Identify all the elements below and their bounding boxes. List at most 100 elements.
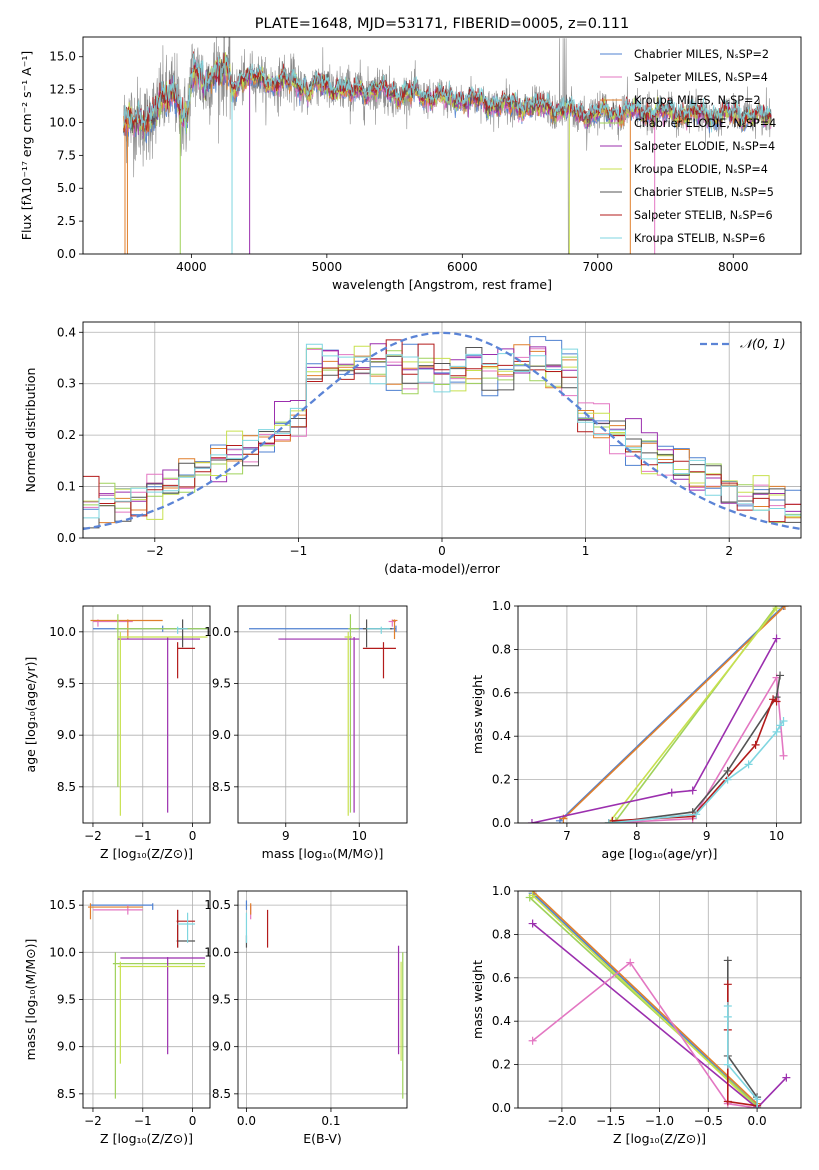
mass-weight-marker-krou_stelib <box>723 1012 732 1021</box>
y-tick-label: 8.5 <box>57 780 76 794</box>
plot-area <box>123 37 772 254</box>
histogram-chab_stelib <box>83 347 801 529</box>
legend-label: Salpeter STELIB, NₛSP=6 <box>634 209 773 222</box>
axes-frame <box>82 890 211 1109</box>
y-axis-label: mass weight <box>470 960 485 1039</box>
axes-spectrum: 4000 5000 6000 7000 8000 0.0 2.5 5.0 7.5 10.0 12.5… <box>19 16 802 292</box>
x-tick-label: −2 <box>146 544 164 558</box>
normal-curve <box>83 331 801 531</box>
x-axis-label: E(B-V) <box>303 1131 342 1146</box>
axes-mass_Z: −2 −1 0 8.5 9.0 9.5 10.0 10.5 Z [log₁₀(Z/Z⊙)] mas… <box>23 890 211 1146</box>
y-tick-label: 9.5 <box>57 677 76 691</box>
mass-weight-marker-chab_stelib <box>776 671 785 680</box>
mass-weight-marker-salp_miles <box>779 751 788 760</box>
y-axis-label: age [log₁₀(age/yr)] <box>23 657 38 773</box>
y-tick-label: 9.0 <box>212 728 231 742</box>
mass-weight-marker-krou_stelib <box>604 819 613 823</box>
x-tick-label: 8 <box>633 829 641 843</box>
mass-weight-marker-salp_stelib <box>608 816 617 823</box>
mass-weight-marker-chab_stelib <box>723 766 732 775</box>
y-tick-label: 0.8 <box>492 927 511 941</box>
plot-area <box>87 903 206 1099</box>
mass-weight-line-chab_miles <box>532 892 758 1107</box>
legend: Chabrier MILES, NₛSP=2 Salpeter MILES, Nₛ… <box>600 48 776 245</box>
mass-weight-marker-salp_stelib <box>723 1097 732 1106</box>
x-tick-label: 5000 <box>312 260 343 274</box>
x-tick-label: 2 <box>725 544 733 558</box>
mass-weight-marker-salp_stelib <box>772 697 781 706</box>
x-tick-label: −2 <box>84 829 102 843</box>
mass-weight-marker-salp_elodie <box>527 819 536 823</box>
mass-weight-marker-salp_miles <box>528 1036 537 1045</box>
mass-weight-marker-chab_miles <box>779 606 788 610</box>
y-axis-label: mass weight <box>470 675 485 754</box>
y-tick-label: 9.5 <box>212 677 231 691</box>
x-tick-label: 0.0 <box>237 1114 256 1128</box>
x-axis-label: Z [log₁₀(Z/Z⊙)] <box>613 1131 706 1146</box>
x-tick-label: 0.1 <box>321 1114 340 1128</box>
x-tick-label: 1 <box>582 544 590 558</box>
mass-weight-line-chab_stelib <box>727 960 758 1108</box>
axes-residuals: −2 −1 0 1 2 0.0 0.1 0.2 0.3 0.4 (data-model)/error… <box>23 321 802 576</box>
legend-label: Kroupa ELODIE, NₛSP=4 <box>634 163 768 176</box>
histogram-chab_elodie <box>83 347 801 523</box>
plot-area <box>525 891 791 1108</box>
y-axis-label: Normed distribution <box>23 368 38 493</box>
model-spectrum-krou_stelib <box>123 53 772 133</box>
mass-weight-marker-krou_stelib <box>779 717 788 726</box>
y-tick-label: 0.2 <box>492 773 511 787</box>
histogram-krou_elodie <box>83 345 801 520</box>
mass-weight-line-salp_miles <box>532 961 758 1108</box>
y-tick-label: 10.5 <box>204 898 231 912</box>
legend-label: Kroupa STELIB, NₛSP=6 <box>634 232 765 245</box>
x-tick-label: 10 <box>352 829 367 843</box>
y-tick-label: 10.0 <box>49 945 76 959</box>
mass-weight-marker-salp_stelib <box>751 740 760 749</box>
mass-weight-marker-krou_elodie <box>772 606 781 613</box>
mass-weight-marker-krou_stelib <box>753 1104 762 1108</box>
mass-weight-marker-krou_miles <box>780 606 789 610</box>
x-tick-label: −1 <box>134 829 152 843</box>
y-tick-label: 10.5 <box>49 898 76 912</box>
mass-weight-marker-salp_elodie <box>667 788 676 797</box>
axes-age_Z: −2 −1 0 8.5 9.0 9.5 10.0 Z [log₁₀(Z/Z⊙)] age [lo… <box>23 605 211 861</box>
legend-label: Chabrier ELODIE, NₛSP=4 <box>634 117 776 130</box>
y-tick-label: 15.0 <box>49 50 76 64</box>
mass-weight-line-salp_miles <box>608 675 785 823</box>
y-tick-label: 10.0 <box>49 625 76 639</box>
y-tick-label: 9.0 <box>57 728 76 742</box>
axes-frame <box>237 605 408 824</box>
x-tick-label: −1 <box>134 1114 152 1128</box>
y-tick-label: 0.4 <box>492 729 511 743</box>
mass-weight-marker-salp_miles <box>626 958 635 967</box>
axes-mw_age: 7 8 9 10 0.0 0.2 0.4 0.6 0.8 1.0 age [log₁₀(age/yr… <box>470 599 802 861</box>
mass-weight-marker-krou_stelib <box>744 760 753 769</box>
grid <box>83 606 210 823</box>
plot-area <box>83 331 801 531</box>
x-tick-label: 9 <box>282 829 290 843</box>
mass-weight-line-krou_elodie <box>608 607 778 823</box>
histogram-chab_miles <box>83 336 801 516</box>
histogram-krou_stelib <box>83 343 801 519</box>
y-tick-label: 8.5 <box>212 1087 231 1101</box>
grid <box>83 891 210 1108</box>
mass-weight-marker-salp_elodie <box>782 1073 791 1082</box>
x-tick-label: 4000 <box>176 260 207 274</box>
x-axis-label: age [log₁₀(age/yr)] <box>602 846 718 861</box>
plot-area <box>245 900 404 1099</box>
x-tick-label: −1 <box>290 544 308 558</box>
grid <box>238 606 407 823</box>
mass-weight-marker-krou_stelib <box>723 775 732 784</box>
y-tick-label: 0.2 <box>57 428 76 442</box>
y-tick-label: 10.0 <box>49 115 76 129</box>
legend-label: Kroupa MILES, NₛSP=2 <box>634 94 761 107</box>
y-tick-label: 7.5 <box>57 148 76 162</box>
y-tick-label: 0.3 <box>57 377 76 391</box>
mass-weight-line-krou_elodie <box>532 894 758 1108</box>
mass-weight-line-krou_miles <box>532 891 758 1105</box>
legend-label: Chabrier STELIB, NₛSP=5 <box>634 186 774 199</box>
mass-weight-marker-krou_stelib <box>753 1095 762 1104</box>
histogram-salp_stelib <box>83 339 801 523</box>
plot-area <box>90 614 208 816</box>
